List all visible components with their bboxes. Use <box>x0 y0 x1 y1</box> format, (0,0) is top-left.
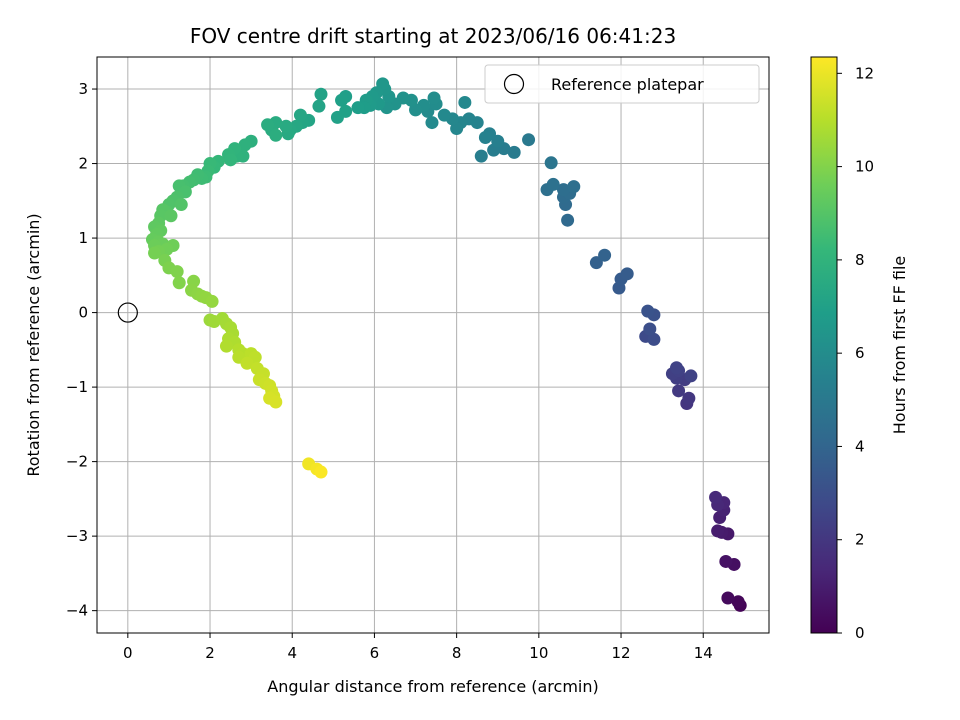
data-point <box>647 332 661 346</box>
data-point <box>437 108 451 122</box>
colorbar-tick-label: 8 <box>855 251 865 269</box>
data-point <box>721 591 735 605</box>
legend-marker-reference <box>503 73 525 95</box>
data-point <box>330 110 344 124</box>
legend-label-reference: Reference platepar <box>551 75 704 94</box>
data-point <box>561 213 575 227</box>
data-point <box>684 369 698 383</box>
data-point <box>293 108 307 122</box>
colorbar-title: Hours from first FF file <box>890 256 909 435</box>
data-point <box>240 356 254 370</box>
data-point <box>174 198 188 212</box>
data-point <box>478 130 492 144</box>
data-point <box>427 91 441 105</box>
x-tick-label: 0 <box>123 644 133 662</box>
x-tick-label: 8 <box>452 644 462 662</box>
data-point <box>567 180 581 194</box>
data-points <box>117 77 747 612</box>
data-point <box>219 339 233 353</box>
y-tick-label: 0 <box>78 304 88 322</box>
data-point <box>261 118 275 132</box>
y-tick-label: −2 <box>66 453 88 471</box>
y-tick-label: −4 <box>66 602 88 620</box>
data-point <box>458 95 472 109</box>
data-point <box>238 138 252 152</box>
colorbar: 0 2 4 6 8 10 12 <box>810 56 874 642</box>
data-point <box>507 145 521 159</box>
data-point <box>641 304 655 318</box>
y-tick-label: −1 <box>66 378 88 396</box>
data-point <box>351 101 365 115</box>
data-point <box>544 156 558 170</box>
reference-platepar-marker <box>117 302 138 323</box>
data-point <box>170 265 184 279</box>
data-point <box>224 153 238 167</box>
data-point <box>598 248 612 262</box>
data-point <box>620 267 634 281</box>
x-tick-label: 6 <box>370 644 380 662</box>
legend-box <box>484 64 760 104</box>
grid-lines <box>97 57 769 633</box>
data-point <box>205 294 219 308</box>
data-point <box>335 93 349 107</box>
x-tick-label: 12 <box>611 644 630 662</box>
data-point <box>172 276 186 290</box>
data-point <box>731 595 745 609</box>
colorbar-tick-label: 2 <box>855 531 865 549</box>
x-tick-label: 10 <box>529 644 548 662</box>
data-point <box>546 177 560 191</box>
y-tick-label: 3 <box>78 80 88 98</box>
data-point <box>672 384 686 398</box>
x-tick-label: 2 <box>205 644 215 662</box>
plot-area-frame <box>96 56 770 634</box>
y-tick-label: 2 <box>78 155 88 173</box>
data-point <box>709 490 723 504</box>
data-point <box>719 554 733 568</box>
y-axis-title: Rotation from reference (arcmin) <box>24 213 43 476</box>
colorbar-tick-label: 4 <box>855 437 865 455</box>
data-point <box>269 395 283 409</box>
data-point <box>491 134 505 148</box>
data-point <box>522 133 536 147</box>
data-point <box>279 119 293 133</box>
y-axis-ticks: −4 −3 −2 −1 0 1 2 3 <box>66 80 97 620</box>
data-point <box>164 209 178 223</box>
data-point <box>314 465 328 479</box>
x-axis-title: Angular distance from reference (arcmin) <box>267 677 598 696</box>
data-point <box>556 183 570 197</box>
x-axis-ticks: 0 2 4 6 8 10 12 14 <box>123 633 713 662</box>
data-point <box>682 391 696 405</box>
legend: Reference platepar <box>484 64 760 104</box>
colorbar-ticks: 0 2 4 6 8 10 12 <box>837 64 874 642</box>
data-point <box>670 361 684 375</box>
y-tick-label: −3 <box>66 527 88 545</box>
data-point <box>314 87 328 101</box>
data-point <box>425 116 439 130</box>
data-point <box>474 149 488 163</box>
chart-title: FOV centre drift starting at 2023/06/16 … <box>190 24 676 48</box>
data-point <box>643 322 657 336</box>
data-point <box>589 256 603 270</box>
colorbar-gradient <box>811 57 837 633</box>
colorbar-tick-label: 10 <box>855 158 874 176</box>
x-tick-label: 4 <box>287 644 297 662</box>
colorbar-tick-label: 0 <box>855 624 865 642</box>
colorbar-tick-label: 6 <box>855 344 865 362</box>
data-point <box>711 524 725 538</box>
data-point <box>148 246 162 260</box>
data-point <box>269 128 283 142</box>
colorbar-tick-label: 12 <box>855 64 874 82</box>
x-tick-label: 14 <box>694 644 713 662</box>
colorbar-frame <box>810 56 838 634</box>
y-tick-label: 1 <box>78 229 88 247</box>
data-point <box>312 99 326 113</box>
